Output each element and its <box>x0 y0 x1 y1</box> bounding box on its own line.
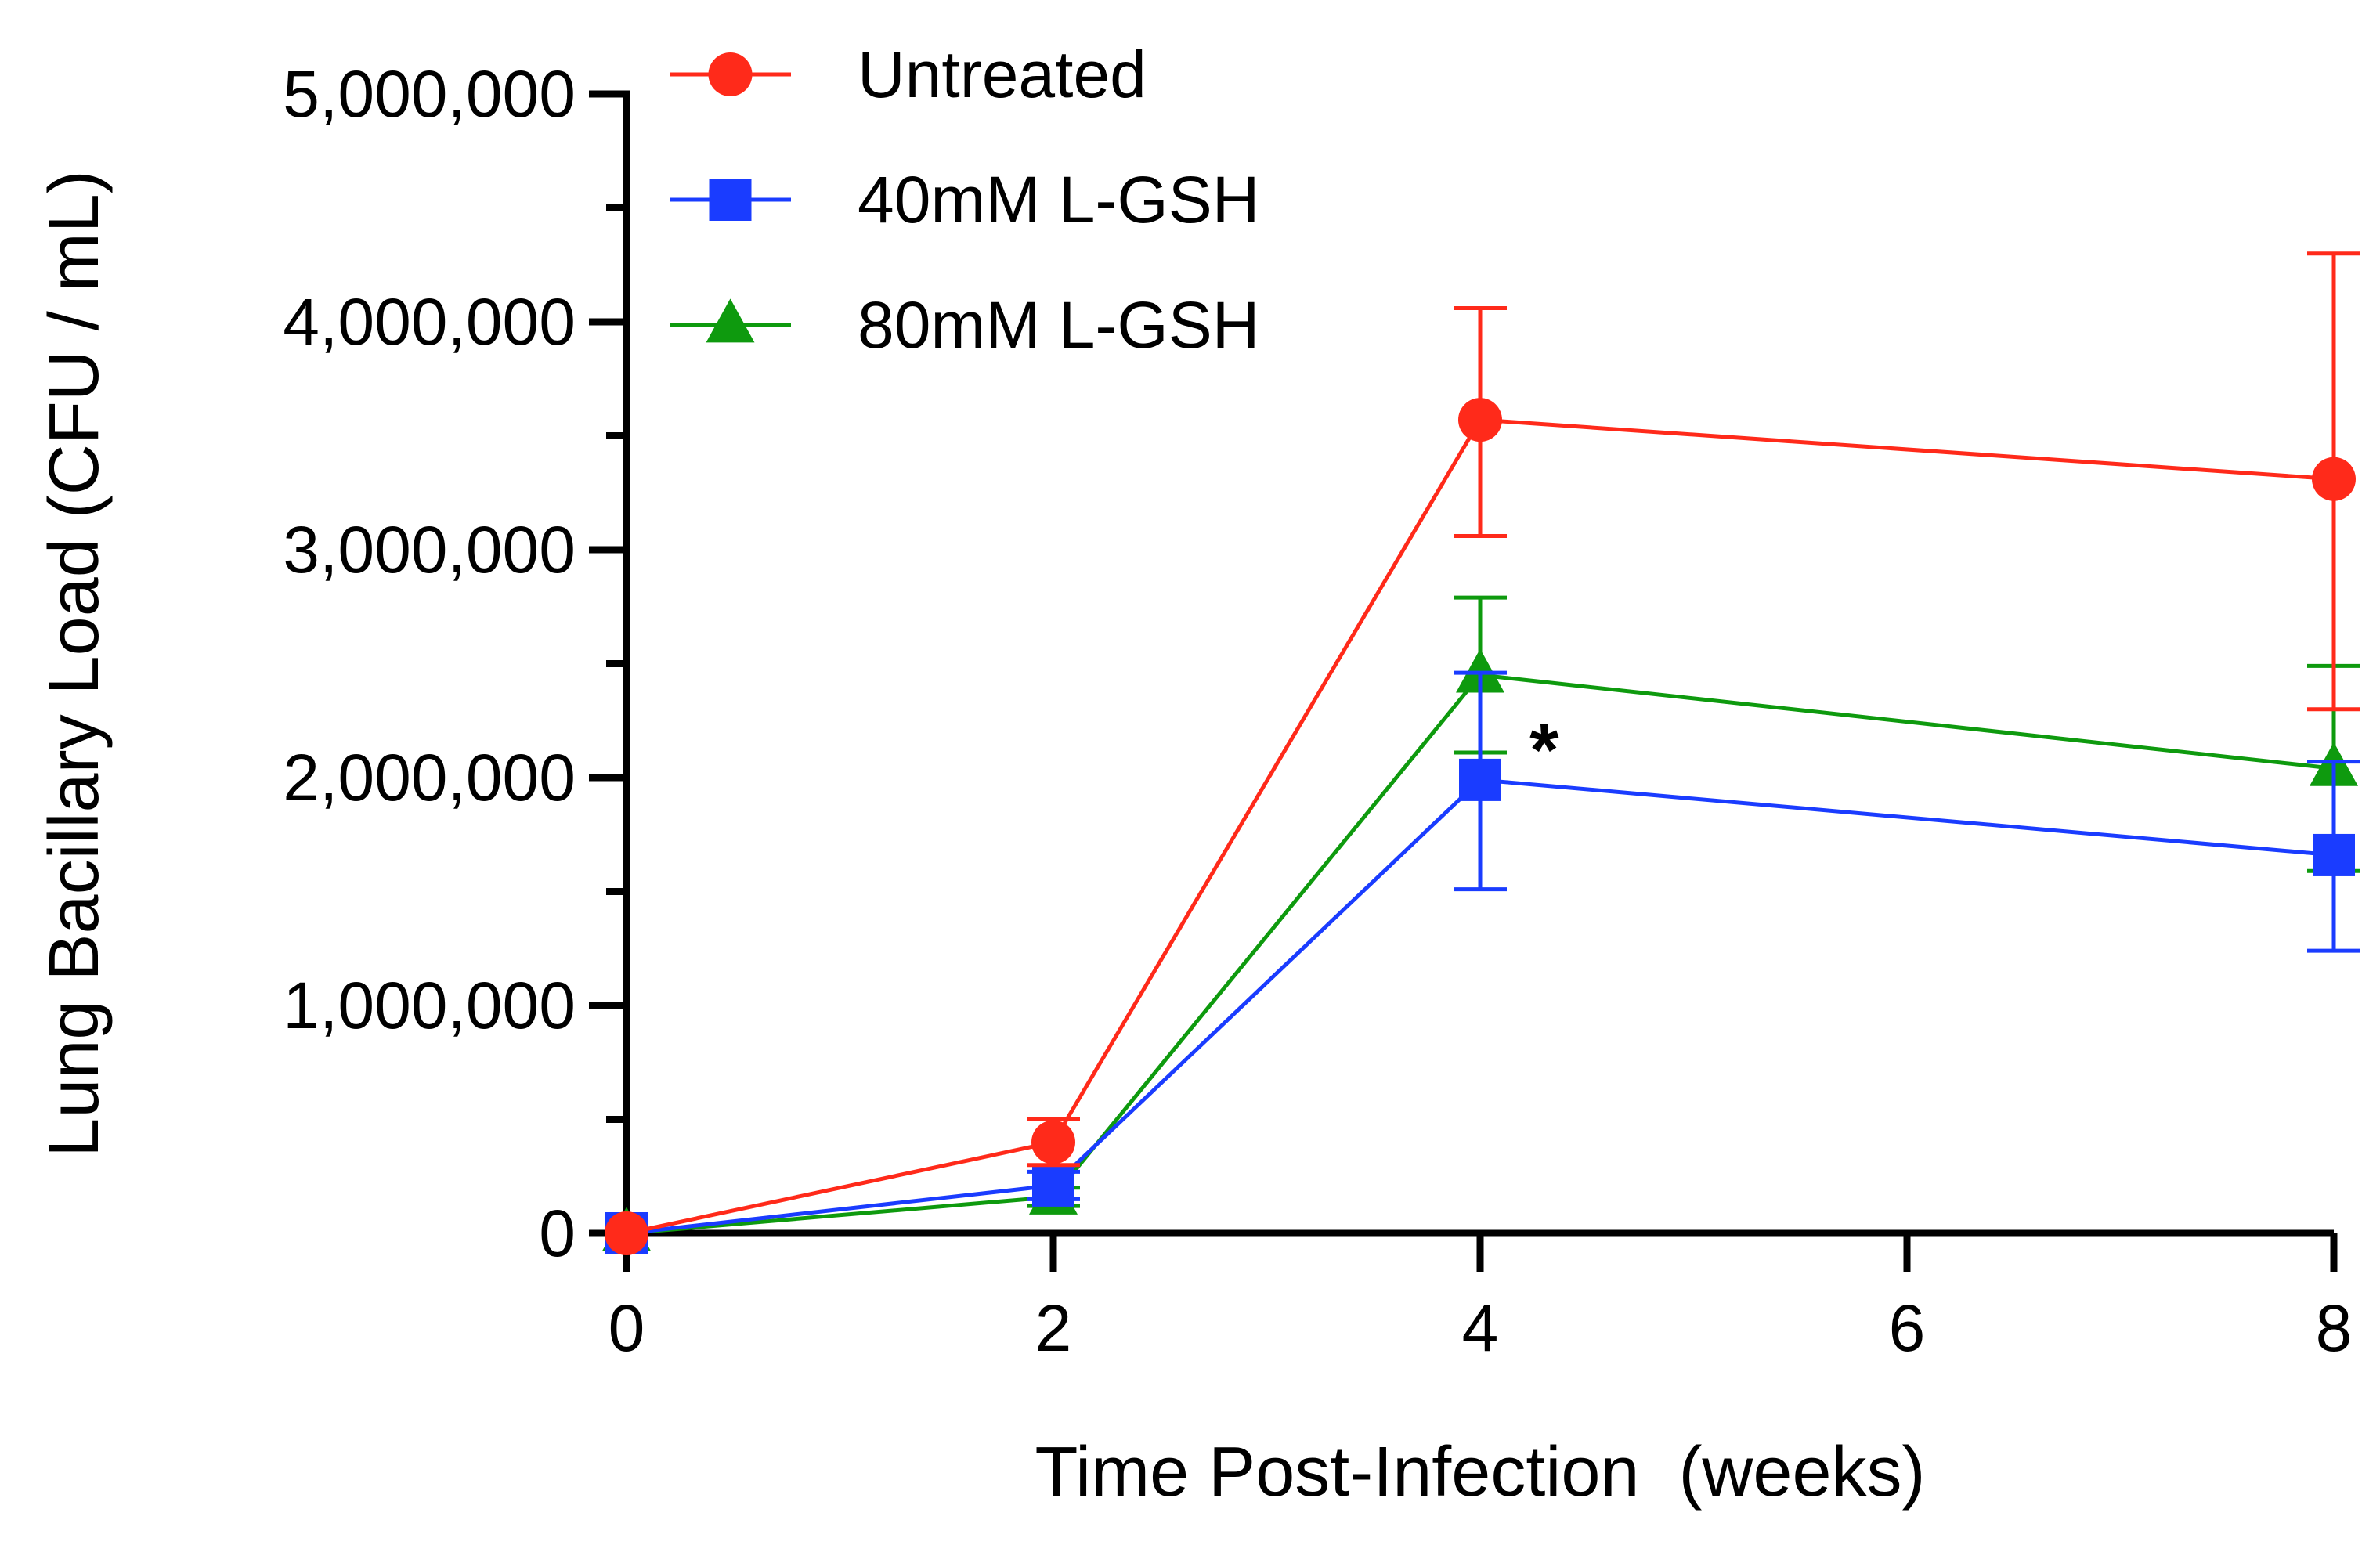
x-tick-label: 0 <box>609 1291 645 1365</box>
x-tick-label: 4 <box>1462 1291 1499 1365</box>
x-tick-label: 6 <box>1889 1291 1926 1365</box>
series-line <box>626 673 2335 1236</box>
data-point <box>1459 758 1501 801</box>
series-line <box>626 417 2335 1236</box>
legend: Untreated 40mM L-GSH 80mM L-GSH <box>670 38 1259 362</box>
data-point <box>605 1211 648 1255</box>
y-tick-label: 3,000,000 <box>283 513 576 587</box>
data-point <box>1456 648 1504 693</box>
legend-entry: 40mM L-GSH <box>670 163 1259 236</box>
x-tick-label: 8 <box>2316 1291 2353 1365</box>
axes: 0 1,000,000 2,000,000 3,000,000 4,000,000 5,0… <box>35 57 2352 1511</box>
legend-label: Untreated <box>858 38 1147 111</box>
data-point <box>1458 398 1502 442</box>
y-tick-label: 0 <box>539 1197 576 1270</box>
y-tick-label: 2,000,000 <box>283 741 576 814</box>
data-point <box>1032 1164 1074 1207</box>
annotations: * <box>1529 709 1559 792</box>
data-point <box>1031 1120 1075 1164</box>
y-tick-label: 5,000,000 <box>283 57 576 131</box>
x-tick-label: 2 <box>1035 1291 1072 1365</box>
x-axis-title: Time Post-Infection (weeks) <box>1035 1433 1926 1511</box>
legend-label: 80mM L-GSH <box>858 288 1259 362</box>
legend-marker <box>708 52 753 96</box>
legend-entry: Untreated <box>670 38 1147 111</box>
y-tick-label: 4,000,000 <box>283 285 576 359</box>
y-tick-label: 1,000,000 <box>283 969 576 1042</box>
legend-entry: 80mM L-GSH <box>670 288 1259 362</box>
y-axis-title: Lung Bacillary Load (CFU / mL) <box>35 170 114 1157</box>
data-point <box>2313 833 2355 876</box>
plot-area <box>602 251 2360 1255</box>
significance-asterisk: * <box>1529 709 1559 792</box>
legend-label: 40mM L-GSH <box>858 163 1259 236</box>
series-square <box>605 670 2360 1254</box>
legend-marker <box>709 179 752 221</box>
data-point <box>2312 457 2356 501</box>
series-line <box>626 778 2335 1236</box>
series-circle <box>605 251 2360 1255</box>
legend-marker <box>706 298 755 343</box>
